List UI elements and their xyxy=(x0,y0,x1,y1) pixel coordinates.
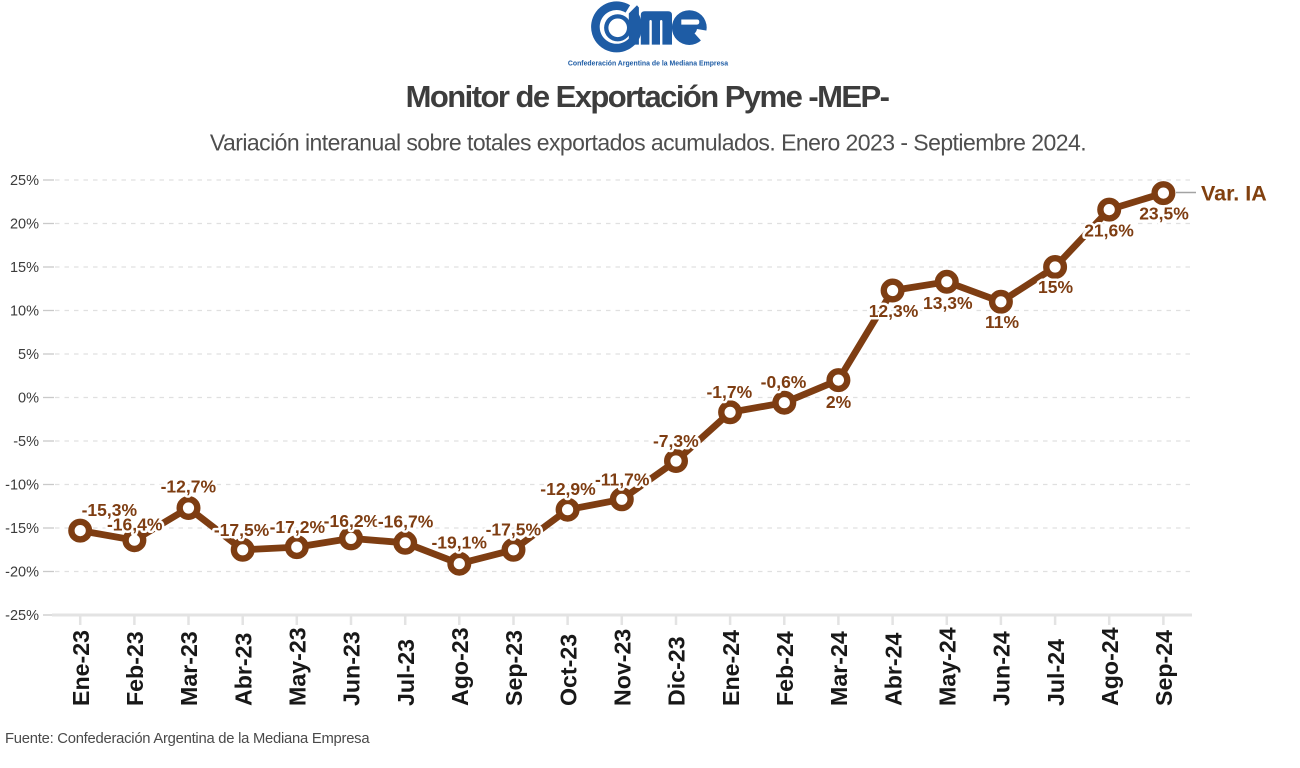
svg-text:Abr-24: Abr-24 xyxy=(880,632,906,706)
svg-text:11%: 11% xyxy=(985,312,1019,332)
svg-text:Dic-23: Dic-23 xyxy=(664,636,690,706)
svg-text:Nov-23: Nov-23 xyxy=(610,629,636,706)
svg-text:20%: 20% xyxy=(10,217,39,233)
svg-text:Var. IA: Var. IA xyxy=(1201,182,1267,206)
svg-text:May-24: May-24 xyxy=(935,627,961,706)
svg-text:-17,5%: -17,5% xyxy=(486,520,542,540)
svg-text:-25%: -25% xyxy=(5,608,39,624)
svg-text:-10%: -10% xyxy=(5,478,39,494)
svg-text:Mar-24: Mar-24 xyxy=(826,631,852,706)
svg-text:-0,6%: -0,6% xyxy=(761,372,807,392)
svg-text:-7,3%: -7,3% xyxy=(653,431,699,451)
svg-text:Ene-23: Ene-23 xyxy=(68,630,94,706)
svg-text:10%: 10% xyxy=(10,304,39,320)
svg-text:Jul-23: Jul-23 xyxy=(393,639,419,706)
svg-text:-17,5%: -17,5% xyxy=(214,520,270,540)
svg-text:Ago-24: Ago-24 xyxy=(1097,627,1123,706)
svg-text:23,5%: 23,5% xyxy=(1139,203,1189,223)
svg-text:5%: 5% xyxy=(18,347,39,363)
svg-text:-15,3%: -15,3% xyxy=(82,500,138,520)
svg-text:Mar-23: Mar-23 xyxy=(176,631,202,706)
svg-text:Ago-23: Ago-23 xyxy=(447,627,473,706)
svg-text:-17,5%: -17,5% xyxy=(214,520,270,540)
svg-text:-11,7%: -11,7% xyxy=(595,469,650,489)
svg-text:13,3%: 13,3% xyxy=(923,293,973,313)
svg-text:Variación interanual sobre tot: Variación interanual sobre totales expor… xyxy=(210,130,1086,156)
svg-text:Sep-24: Sep-24 xyxy=(1151,630,1177,706)
svg-text:-11,7%: -11,7% xyxy=(595,469,650,489)
svg-text:15%: 15% xyxy=(1038,277,1073,297)
svg-text:-20%: -20% xyxy=(5,565,39,581)
svg-text:Jun-24: Jun-24 xyxy=(989,631,1015,706)
svg-text:-19,1%: -19,1% xyxy=(431,533,487,553)
svg-text:-16,4%: -16,4% xyxy=(107,515,163,535)
svg-text:15%: 15% xyxy=(1038,277,1073,297)
svg-text:Jul-24: Jul-24 xyxy=(1043,639,1069,706)
svg-text:-0,6%: -0,6% xyxy=(761,372,807,392)
svg-text:-1,7%: -1,7% xyxy=(706,382,752,402)
svg-text:21,6%: 21,6% xyxy=(1084,221,1134,241)
svg-text:-16,7%: -16,7% xyxy=(378,511,434,531)
svg-text:-7,3%: -7,3% xyxy=(653,431,699,451)
svg-text:-16,4%: -16,4% xyxy=(107,515,163,535)
svg-text:-17,2%: -17,2% xyxy=(270,517,326,537)
svg-text:May-23: May-23 xyxy=(285,627,311,706)
svg-text:Abr-23: Abr-23 xyxy=(230,632,256,706)
svg-text:25%: 25% xyxy=(10,173,39,189)
svg-text:13,3%: 13,3% xyxy=(923,293,973,313)
svg-text:Ene-24: Ene-24 xyxy=(718,630,744,706)
svg-text:Monitor de Exportación Pyme -M: Monitor de Exportación Pyme -MEP- xyxy=(406,79,890,114)
svg-text:21,6%: 21,6% xyxy=(1084,221,1134,241)
svg-text:-19,1%: -19,1% xyxy=(431,533,487,553)
svg-text:Feb-23: Feb-23 xyxy=(122,631,148,706)
svg-text:Sep-23: Sep-23 xyxy=(501,630,527,706)
svg-text:23,5%: 23,5% xyxy=(1139,203,1189,223)
svg-text:-17,5%: -17,5% xyxy=(486,520,542,540)
svg-text:2%: 2% xyxy=(826,392,852,412)
svg-text:Feb-24: Feb-24 xyxy=(772,631,798,706)
svg-text:15%: 15% xyxy=(10,260,39,276)
svg-text:-12,9%: -12,9% xyxy=(540,479,596,499)
svg-text:-16,7%: -16,7% xyxy=(378,511,434,531)
svg-text:12,3%: 12,3% xyxy=(869,301,919,321)
svg-text:-12,7%: -12,7% xyxy=(161,477,217,497)
svg-text:-15,3%: -15,3% xyxy=(82,500,138,520)
svg-text:-12,7%: -12,7% xyxy=(161,477,217,497)
svg-text:-16,2%: -16,2% xyxy=(324,511,380,531)
svg-text:2%: 2% xyxy=(826,392,852,412)
svg-text:-5%: -5% xyxy=(13,434,39,450)
svg-text:Fuente: Confederación Argentin: Fuente: Confederación Argentina de la Me… xyxy=(5,731,370,747)
svg-text:12,3%: 12,3% xyxy=(869,301,919,321)
svg-text:-15%: -15% xyxy=(5,521,39,537)
svg-text:Jun-23: Jun-23 xyxy=(339,631,365,706)
svg-text:-17,2%: -17,2% xyxy=(270,517,326,537)
svg-text:Confederación Argentina de la: Confederación Argentina de la Mediana Em… xyxy=(568,60,728,67)
svg-text:-1,7%: -1,7% xyxy=(706,382,752,402)
svg-text:Oct-23: Oct-23 xyxy=(555,634,581,706)
svg-text:11%: 11% xyxy=(985,312,1019,332)
svg-text:-12,9%: -12,9% xyxy=(540,479,596,499)
svg-text:0%: 0% xyxy=(18,391,39,407)
svg-text:-16,2%: -16,2% xyxy=(324,511,380,531)
